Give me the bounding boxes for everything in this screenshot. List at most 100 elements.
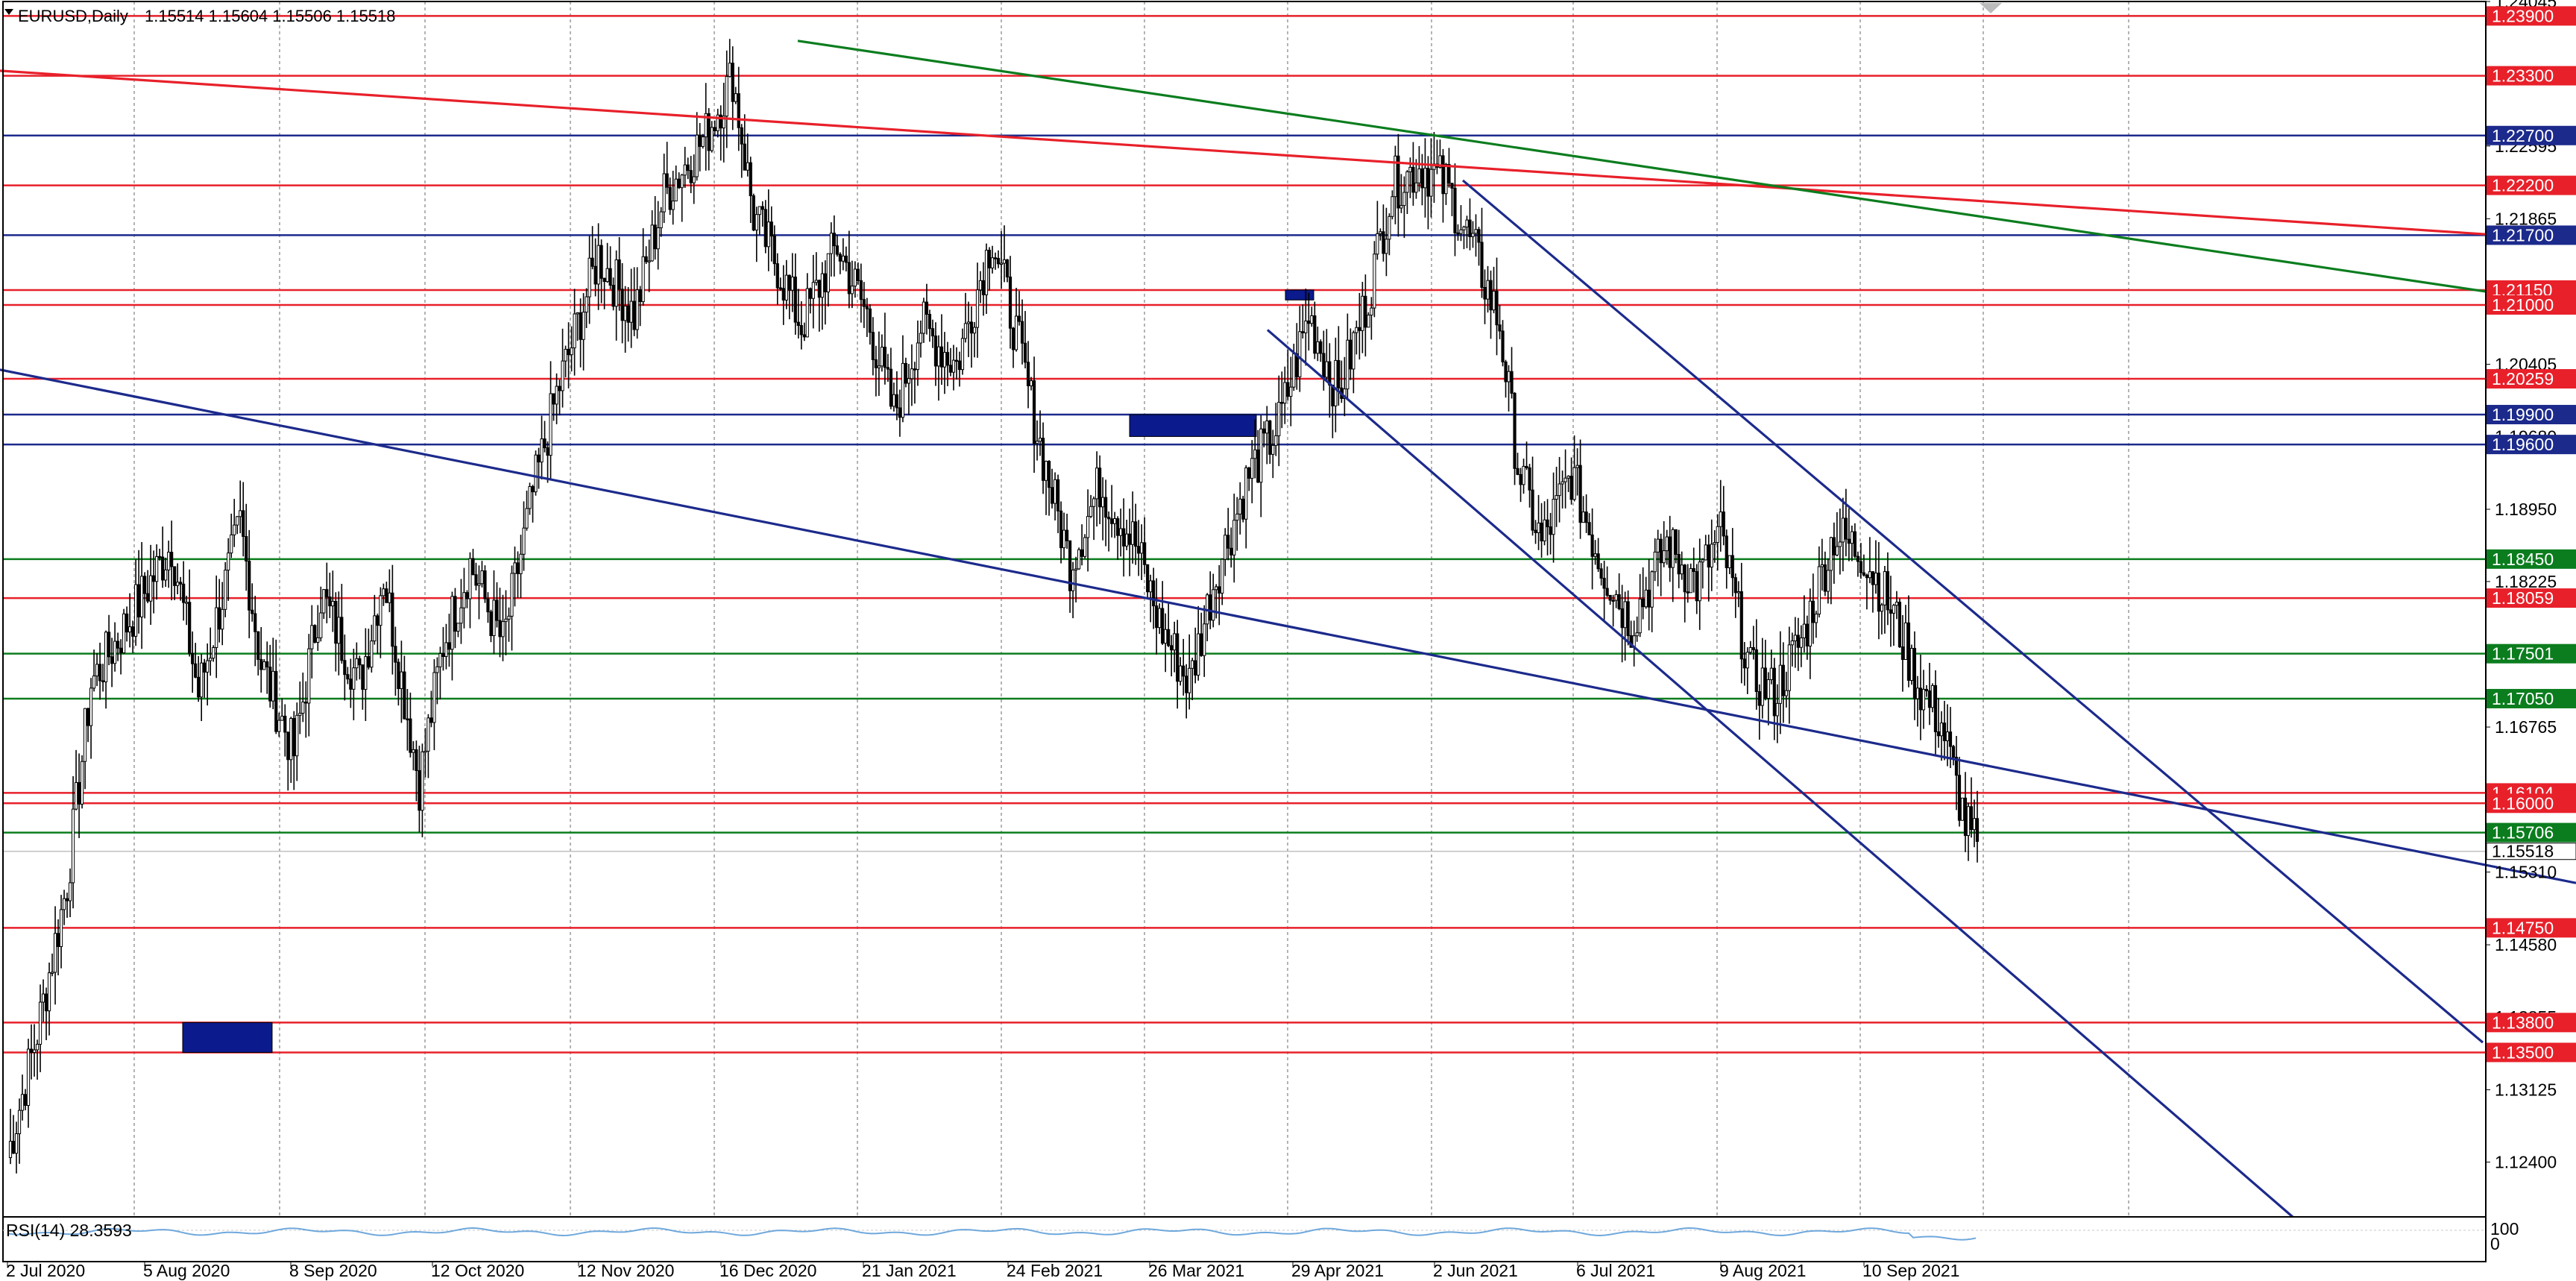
candle-body <box>474 574 478 586</box>
candle-body <box>555 385 558 405</box>
candle-body <box>1179 665 1182 682</box>
candle-body <box>251 609 254 614</box>
candle-body <box>1367 315 1370 328</box>
candle-body <box>1373 254 1376 309</box>
candle-body <box>1256 449 1260 483</box>
candle-body <box>110 656 114 664</box>
candle-body <box>1725 535 1728 568</box>
candle-body <box>725 76 728 117</box>
candle-body <box>593 265 597 285</box>
candle-body <box>1289 386 1293 397</box>
candle-body <box>1035 441 1039 444</box>
level-label-bg <box>2487 793 2576 813</box>
candle-body <box>1969 806 1974 831</box>
candle-body <box>1215 586 1218 591</box>
candle-body <box>1805 623 1809 646</box>
candle-body <box>203 662 207 673</box>
candle-body <box>919 333 923 344</box>
level-label: 1.15706 <box>2492 823 2554 843</box>
candle-body <box>799 325 803 336</box>
candle-body <box>883 347 887 368</box>
candle-body <box>1047 461 1051 488</box>
candle-body <box>826 253 830 293</box>
candle-body <box>418 769 421 811</box>
candle-body <box>573 313 576 349</box>
candle-body <box>1155 605 1159 629</box>
candle-body <box>925 301 929 315</box>
trendlines <box>0 40 2576 1218</box>
candle-body <box>850 286 854 295</box>
candle-body <box>44 993 48 1012</box>
candle-body <box>1695 571 1698 602</box>
candle-body <box>480 570 484 585</box>
candle-body <box>1504 361 1508 383</box>
candle-body <box>98 664 102 682</box>
candle-body <box>844 255 848 263</box>
candle-body <box>829 233 833 254</box>
candle-body <box>83 708 87 762</box>
price-tick-label: 1.14580 <box>2495 935 2557 954</box>
candle-body <box>802 334 806 338</box>
candle-body <box>1942 723 1947 741</box>
candle-body <box>1808 600 1812 646</box>
level-label-bg <box>2487 405 2576 425</box>
candle-body <box>758 206 761 215</box>
candle-body <box>966 321 971 324</box>
date-label: 2 Jun 2021 <box>1433 1261 1518 1280</box>
candle-body <box>1754 649 1758 693</box>
candle-body <box>1271 444 1275 455</box>
candle-body <box>262 661 266 670</box>
candle-body <box>1763 667 1767 699</box>
candle-body <box>1218 586 1221 594</box>
candle-body <box>1495 291 1499 326</box>
candle-body <box>1528 467 1531 491</box>
candle-body <box>796 321 800 327</box>
candle-body <box>692 176 696 183</box>
candle-body <box>629 300 633 323</box>
candle-body <box>1531 489 1534 531</box>
candle-body <box>1307 320 1311 324</box>
candle-body <box>1525 465 1528 468</box>
candle-body <box>1167 629 1171 646</box>
candle-body <box>92 676 96 689</box>
level-label: 1.18059 <box>2492 588 2554 608</box>
candle-body <box>1593 553 1597 557</box>
candle-body <box>1623 601 1627 629</box>
candle-body <box>841 255 845 262</box>
candle-body <box>1471 233 1475 237</box>
candle-body <box>701 136 705 147</box>
candle-body <box>1841 517 1845 543</box>
candle-body <box>680 174 684 189</box>
candle-body <box>1787 644 1791 691</box>
candle-body <box>155 555 159 582</box>
candle-body <box>1650 571 1654 608</box>
candle-body <box>59 909 63 948</box>
candle-body <box>313 625 317 643</box>
candle-body <box>1203 623 1206 656</box>
candle-body <box>1561 481 1564 485</box>
candle-body <box>1957 775 1962 821</box>
candle-body <box>35 1044 40 1051</box>
candle-body <box>1665 536 1669 552</box>
level-label-bg <box>2487 175 2576 195</box>
menu-triangle-icon[interactable] <box>4 9 13 15</box>
candle-body <box>1692 567 1695 573</box>
level-label: 1.13500 <box>2492 1042 2554 1062</box>
candle-body <box>1247 467 1251 479</box>
candle-body <box>248 561 251 611</box>
candle-body <box>835 245 839 255</box>
candle-body <box>265 661 269 668</box>
candle-body <box>641 256 645 303</box>
candle-body <box>1005 259 1010 277</box>
scroll-marker-icon[interactable] <box>1980 3 2002 13</box>
candle-body <box>206 660 210 673</box>
candle-body <box>1733 577 1737 594</box>
candle-body <box>1280 402 1284 404</box>
candle-body <box>56 933 60 948</box>
candle-body <box>1134 521 1138 547</box>
candle-body <box>823 273 827 293</box>
price-tick-label: 1.15310 <box>2495 863 2557 882</box>
candle-body <box>1080 549 1084 557</box>
candle-body <box>1116 518 1120 536</box>
